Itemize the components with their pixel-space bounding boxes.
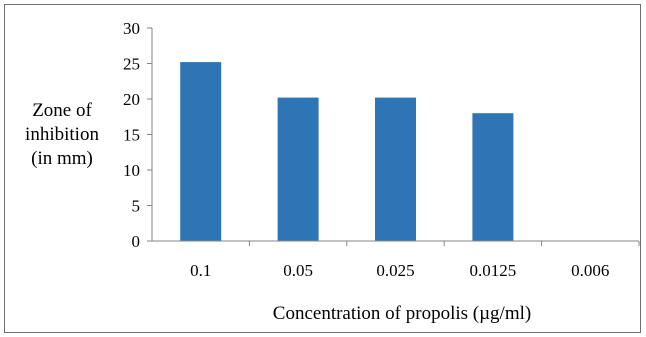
bar-0.0125 — [472, 113, 514, 241]
x-axis-title: Concentration of propolis (µg/ml) — [273, 303, 531, 324]
x-tick-label-0.05: 0.05 — [283, 261, 313, 280]
axes — [147, 28, 639, 242]
x-tick-label-0.1: 0.1 — [190, 261, 211, 280]
y-axis-title-line-2: inhibition — [25, 124, 99, 145]
y-axis-ticks: 0 5 10 15 20 25 30 — [123, 19, 152, 251]
bar-0.05 — [277, 97, 319, 241]
y-tick-label-15: 15 — [123, 126, 140, 145]
y-tick-label-20: 20 — [123, 90, 140, 109]
x-tick-label-0.0125: 0.0125 — [470, 261, 517, 280]
chart-frame — [4, 4, 641, 333]
y-axis-title-line-3: (in mm) — [31, 148, 93, 169]
bar-0.025 — [375, 97, 416, 241]
y-tick-label-5: 5 — [132, 197, 141, 216]
x-axis-ticks: 0.1 0.05 0.025 0.0125 0.006 — [190, 241, 640, 280]
y-axis-title-line-1: Zone of — [32, 100, 92, 121]
y-tick-label-0: 0 — [132, 232, 141, 251]
bars — [180, 62, 514, 241]
y-tick-label-30: 30 — [123, 19, 140, 38]
x-tick-label-0.025: 0.025 — [376, 261, 414, 280]
y-tick-label-10: 10 — [123, 161, 140, 180]
y-tick-label-25: 25 — [123, 55, 140, 74]
bar-0.1 — [180, 62, 222, 241]
y-axis-title: Zone of inhibition (in mm) — [25, 100, 99, 169]
x-tick-label-0.006: 0.006 — [571, 261, 609, 280]
